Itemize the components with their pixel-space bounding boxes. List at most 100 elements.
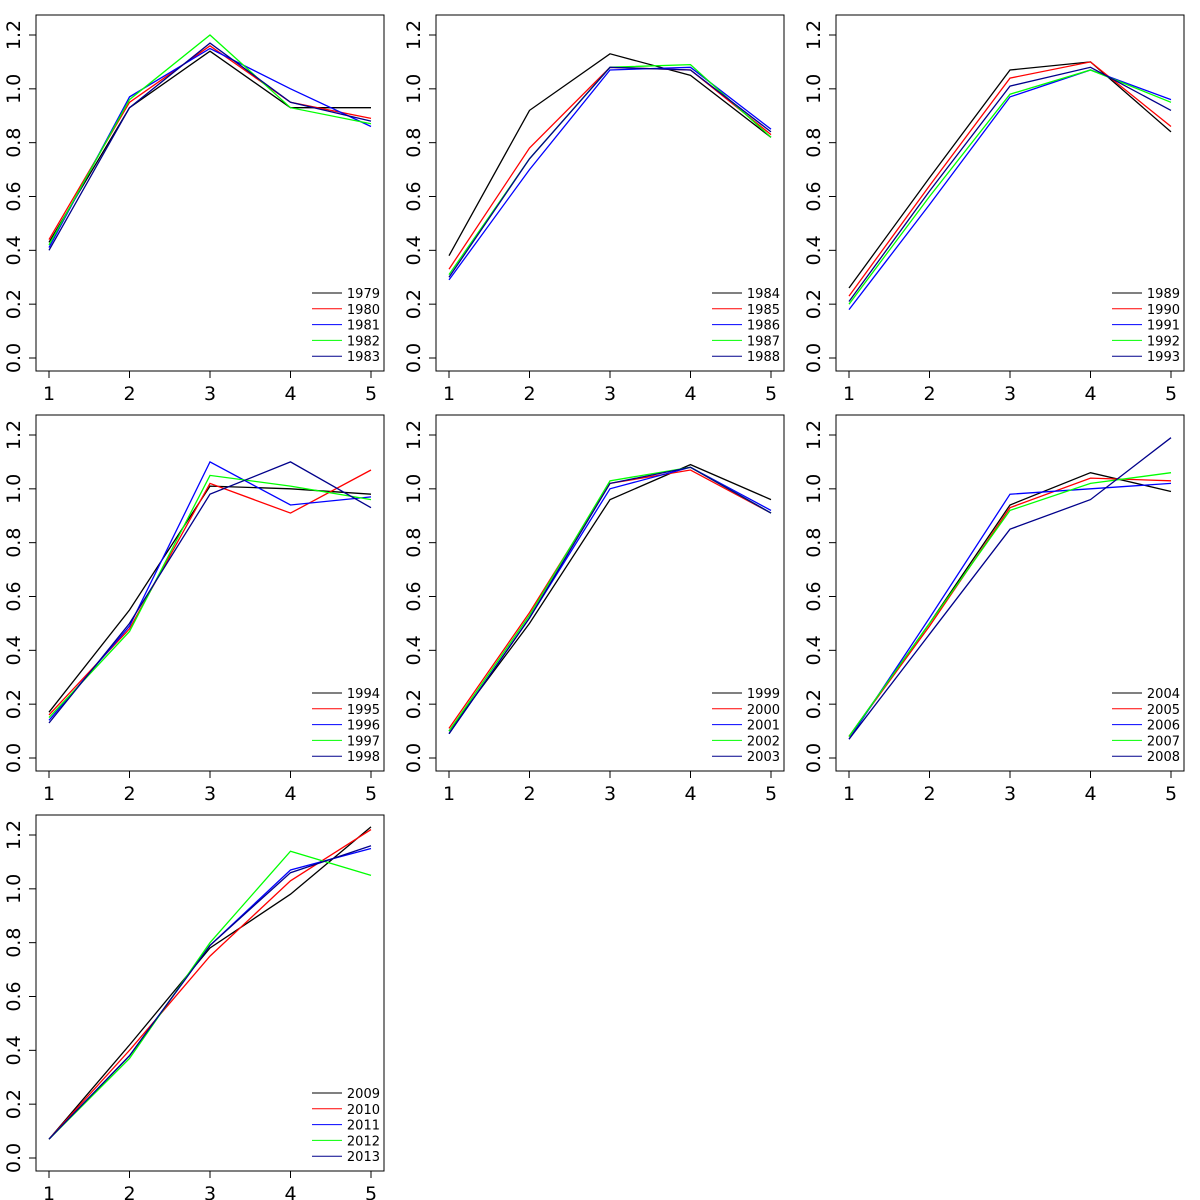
y-tick-label: 0.6 — [3, 981, 25, 1011]
x-tick-label: 4 — [284, 783, 296, 805]
series-line-2006 — [848, 482, 1172, 740]
legend-label-1985: 1985 — [747, 303, 780, 318]
x-tick-label: 4 — [284, 383, 296, 405]
x-tick-label: 1 — [43, 1183, 55, 1200]
legend-label-2001: 2001 — [747, 719, 780, 734]
legend-label-1996: 1996 — [347, 719, 380, 734]
legend-label-2008: 2008 — [1147, 750, 1180, 765]
plot-frame — [435, 414, 785, 772]
series-line-1993 — [848, 66, 1172, 302]
series-line-2011 — [48, 847, 372, 1140]
chart-panel-3: 1 2 3 4 50.00.20.40.60.81.01.219891990199119… — [803, 14, 1185, 405]
x-tick-label: 4 — [284, 1183, 296, 1200]
y-tick-label: 1.2 — [403, 420, 425, 450]
y-tick-label: 0.0 — [403, 343, 425, 373]
legend-label-1979: 1979 — [347, 287, 380, 302]
y-tick-label: 1.0 — [3, 874, 25, 904]
x-tick-label: 4 — [1084, 783, 1096, 805]
series-line-2003 — [448, 466, 772, 735]
legend-label-2006: 2006 — [1147, 719, 1180, 734]
plot-frame — [35, 414, 385, 772]
x-tick-label: 5 — [1165, 783, 1177, 805]
y-tick-label: 1.0 — [403, 74, 425, 104]
x-tick-label: 5 — [765, 783, 777, 805]
series-line-1982 — [48, 34, 372, 246]
x-tick-label: 4 — [684, 383, 696, 405]
y-tick-label: 0.4 — [803, 235, 825, 265]
series-line-2005 — [848, 477, 1172, 737]
legend-label-1980: 1980 — [347, 303, 380, 318]
x-tick-label: 3 — [604, 783, 616, 805]
y-tick-label: 1.2 — [403, 20, 425, 50]
legend-label-1988: 1988 — [747, 350, 780, 365]
chart-panel-4: 1 2 3 4 50.00.20.40.60.81.01.219941995199619… — [3, 414, 385, 805]
y-tick-label: 0.6 — [803, 181, 825, 211]
x-tick-label: 5 — [365, 783, 377, 805]
x-tick-label: 3 — [1004, 383, 1016, 405]
series-line-1984 — [448, 53, 772, 257]
x-tick-label: 5 — [765, 383, 777, 405]
y-tick-label: 0.2 — [403, 689, 425, 719]
legend-label-1994: 1994 — [347, 687, 380, 702]
legend-label-2007: 2007 — [1147, 734, 1180, 749]
x-tick-label: 2 — [523, 383, 535, 405]
series-line-2007 — [848, 472, 1172, 737]
legend-label-2004: 2004 — [1147, 687, 1180, 702]
series-line-2004 — [848, 472, 1172, 737]
y-tick-label: 0.2 — [3, 689, 25, 719]
y-tick-label: 0.6 — [803, 581, 825, 611]
y-tick-label: 0.6 — [3, 581, 25, 611]
series-line-1998 — [48, 461, 372, 724]
series-line-1990 — [848, 61, 1172, 297]
x-tick-label: 2 — [923, 783, 935, 805]
series-line-1988 — [448, 66, 772, 278]
x-tick-label: 3 — [204, 783, 216, 805]
series-line-1996 — [48, 461, 372, 721]
x-tick-label: 1 — [443, 383, 455, 405]
x-tick-label: 2 — [923, 383, 935, 405]
y-tick-label: 0.4 — [3, 235, 25, 265]
series-line-2009 — [48, 826, 372, 1140]
x-tick-label: 1 — [43, 383, 55, 405]
y-tick-label: 1.0 — [403, 474, 425, 504]
y-tick-label: 1.2 — [3, 420, 25, 450]
chart-panel-7: 1 2 3 4 50.00.20.40.60.81.01.220092010201120… — [3, 814, 385, 1200]
y-tick-label: 1.0 — [3, 474, 25, 504]
chart-panel-2: 1 2 3 4 50.00.20.40.60.81.01.219841985198619… — [403, 14, 785, 405]
chart-panel-1: 1 2 3 4 50.00.20.40.60.81.01.219791980198119… — [3, 14, 385, 405]
x-tick-label: 3 — [1004, 783, 1016, 805]
x-tick-label: 2 — [123, 383, 135, 405]
y-tick-label: 0.8 — [403, 128, 425, 158]
y-tick-label: 0.8 — [3, 528, 25, 558]
legend-label-1987: 1987 — [747, 334, 780, 349]
y-tick-label: 1.0 — [803, 74, 825, 104]
y-tick-label: 0.6 — [403, 181, 425, 211]
y-tick-label: 0.0 — [3, 343, 25, 373]
y-tick-label: 0.0 — [403, 743, 425, 773]
y-tick-label: 0.8 — [803, 128, 825, 158]
series-line-2008 — [848, 437, 1172, 740]
y-tick-label: 0.8 — [403, 528, 425, 558]
y-tick-label: 0.2 — [403, 289, 425, 319]
y-tick-label: 0.0 — [3, 743, 25, 773]
legend-label-1989: 1989 — [1147, 287, 1180, 302]
x-tick-label: 4 — [1084, 383, 1096, 405]
y-tick-label: 0.8 — [3, 928, 25, 958]
legend-label-2010: 2010 — [347, 1103, 380, 1118]
y-tick-label: 0.6 — [3, 181, 25, 211]
x-tick-label: 5 — [365, 1183, 377, 1200]
legend-label-1995: 1995 — [347, 703, 380, 718]
y-tick-label: 1.2 — [803, 20, 825, 50]
plot-frame — [435, 14, 785, 372]
y-tick-label: 0.2 — [3, 1089, 25, 1119]
plot-frame — [835, 14, 1185, 372]
plot-frame — [35, 14, 385, 372]
legend-label-1999: 1999 — [747, 687, 780, 702]
x-tick-label: 1 — [43, 783, 55, 805]
x-tick-label: 3 — [204, 1183, 216, 1200]
legend-label-1986: 1986 — [747, 319, 780, 334]
